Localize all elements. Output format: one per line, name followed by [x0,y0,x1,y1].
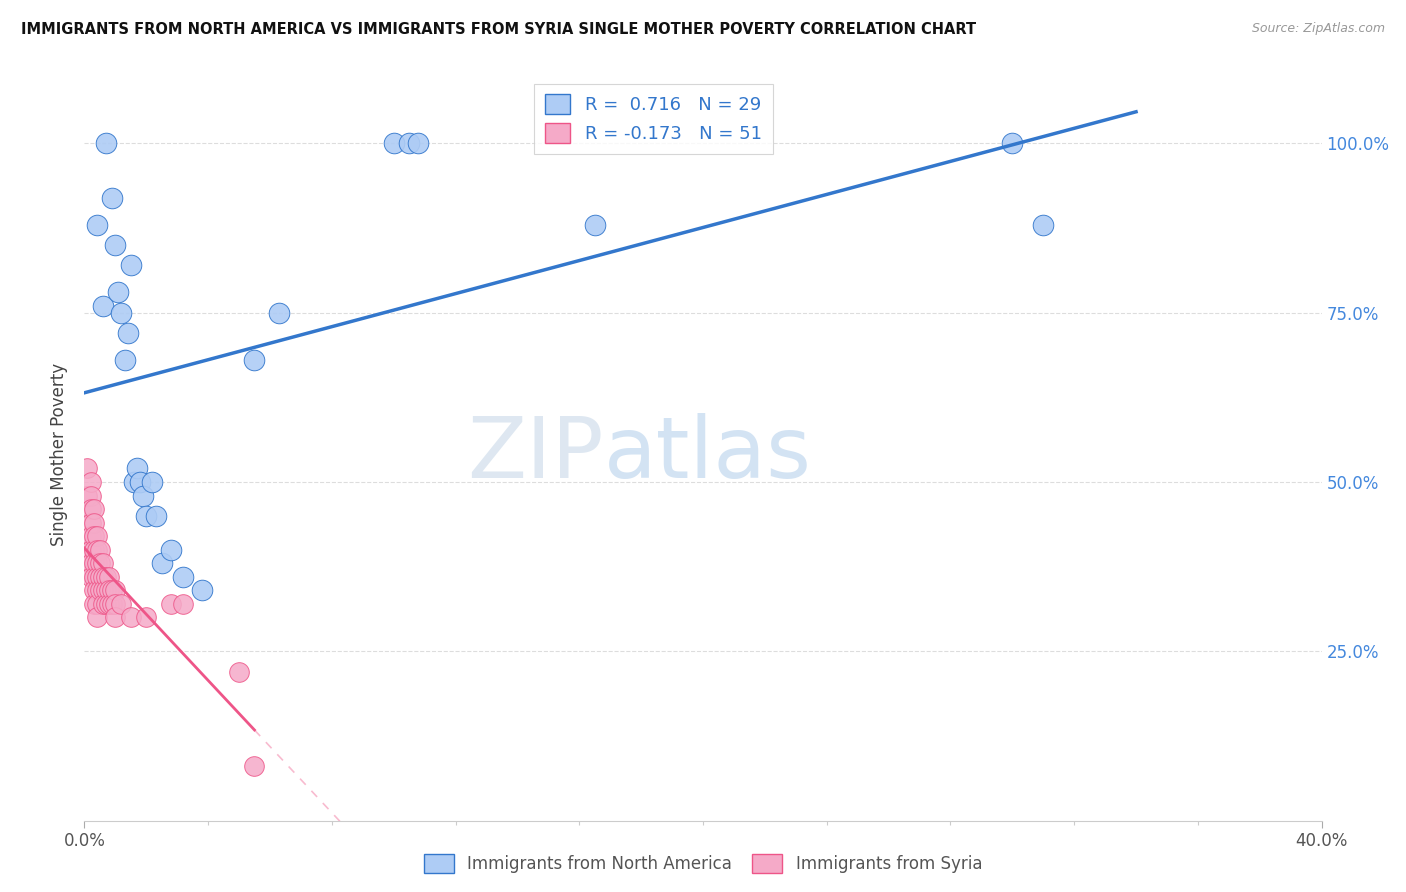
Point [86,542,108,557]
Point [1001,136,1024,151]
Point [91,597,114,611]
Point [86,583,108,598]
Point [101,583,124,598]
Point [243,353,266,368]
Point [98,583,121,598]
Point [114,353,136,368]
Point [104,583,127,598]
Point [398,136,420,151]
Point [110,306,132,320]
Point [83,516,105,530]
Point [91,556,114,570]
Point [583,218,606,232]
Point [120,258,142,272]
Point [1032,218,1054,232]
Point [76,489,98,503]
Point [125,461,148,475]
Point [83,556,105,570]
Point [86,556,108,570]
Point [86,597,108,611]
Point [107,285,129,300]
Point [94,583,117,598]
Y-axis label: Single Mother Poverty: Single Mother Poverty [51,363,69,547]
Point [172,570,194,584]
Point [243,759,266,773]
Point [91,570,114,584]
Point [86,570,108,584]
Point [122,475,145,489]
Point [83,529,105,543]
Point [117,326,139,340]
Point [135,508,157,523]
Point [79,475,101,489]
Point [86,529,108,543]
Text: Source: ZipAtlas.com: Source: ZipAtlas.com [1251,22,1385,36]
Point [83,583,105,598]
Point [83,570,105,584]
Point [83,542,105,557]
Point [191,583,214,598]
Point [79,570,101,584]
Point [382,136,405,151]
Point [76,461,98,475]
Text: atlas: atlas [605,413,813,497]
Point [408,136,430,151]
Point [79,556,101,570]
Point [89,583,111,598]
Point [160,597,183,611]
Point [101,190,124,204]
Point [91,583,114,598]
Point [98,570,121,584]
Point [79,502,101,516]
Point [228,665,250,679]
Point [91,299,114,313]
Point [94,136,117,151]
Point [104,238,127,252]
Point [94,597,117,611]
Point [110,597,132,611]
Point [172,597,194,611]
Point [145,508,167,523]
Point [86,218,108,232]
Legend: Immigrants from North America, Immigrants from Syria: Immigrants from North America, Immigrant… [416,846,990,882]
Point [79,529,101,543]
Point [160,542,183,557]
Point [104,597,127,611]
Text: IMMIGRANTS FROM NORTH AMERICA VS IMMIGRANTS FROM SYRIA SINGLE MOTHER POVERTY COR: IMMIGRANTS FROM NORTH AMERICA VS IMMIGRA… [21,22,976,37]
Point [135,610,157,624]
Point [132,489,155,503]
Point [269,306,291,320]
Point [89,556,111,570]
Point [79,489,101,503]
Point [79,542,101,557]
Point [89,542,111,557]
Text: ZIP: ZIP [468,413,605,497]
Point [89,570,111,584]
Point [150,556,173,570]
Point [141,475,163,489]
Point [104,610,127,624]
Point [86,610,108,624]
Point [94,570,117,584]
Point [129,475,152,489]
Point [98,597,121,611]
Point [101,597,124,611]
Point [120,610,142,624]
Point [79,516,101,530]
Point [83,597,105,611]
Point [83,502,105,516]
